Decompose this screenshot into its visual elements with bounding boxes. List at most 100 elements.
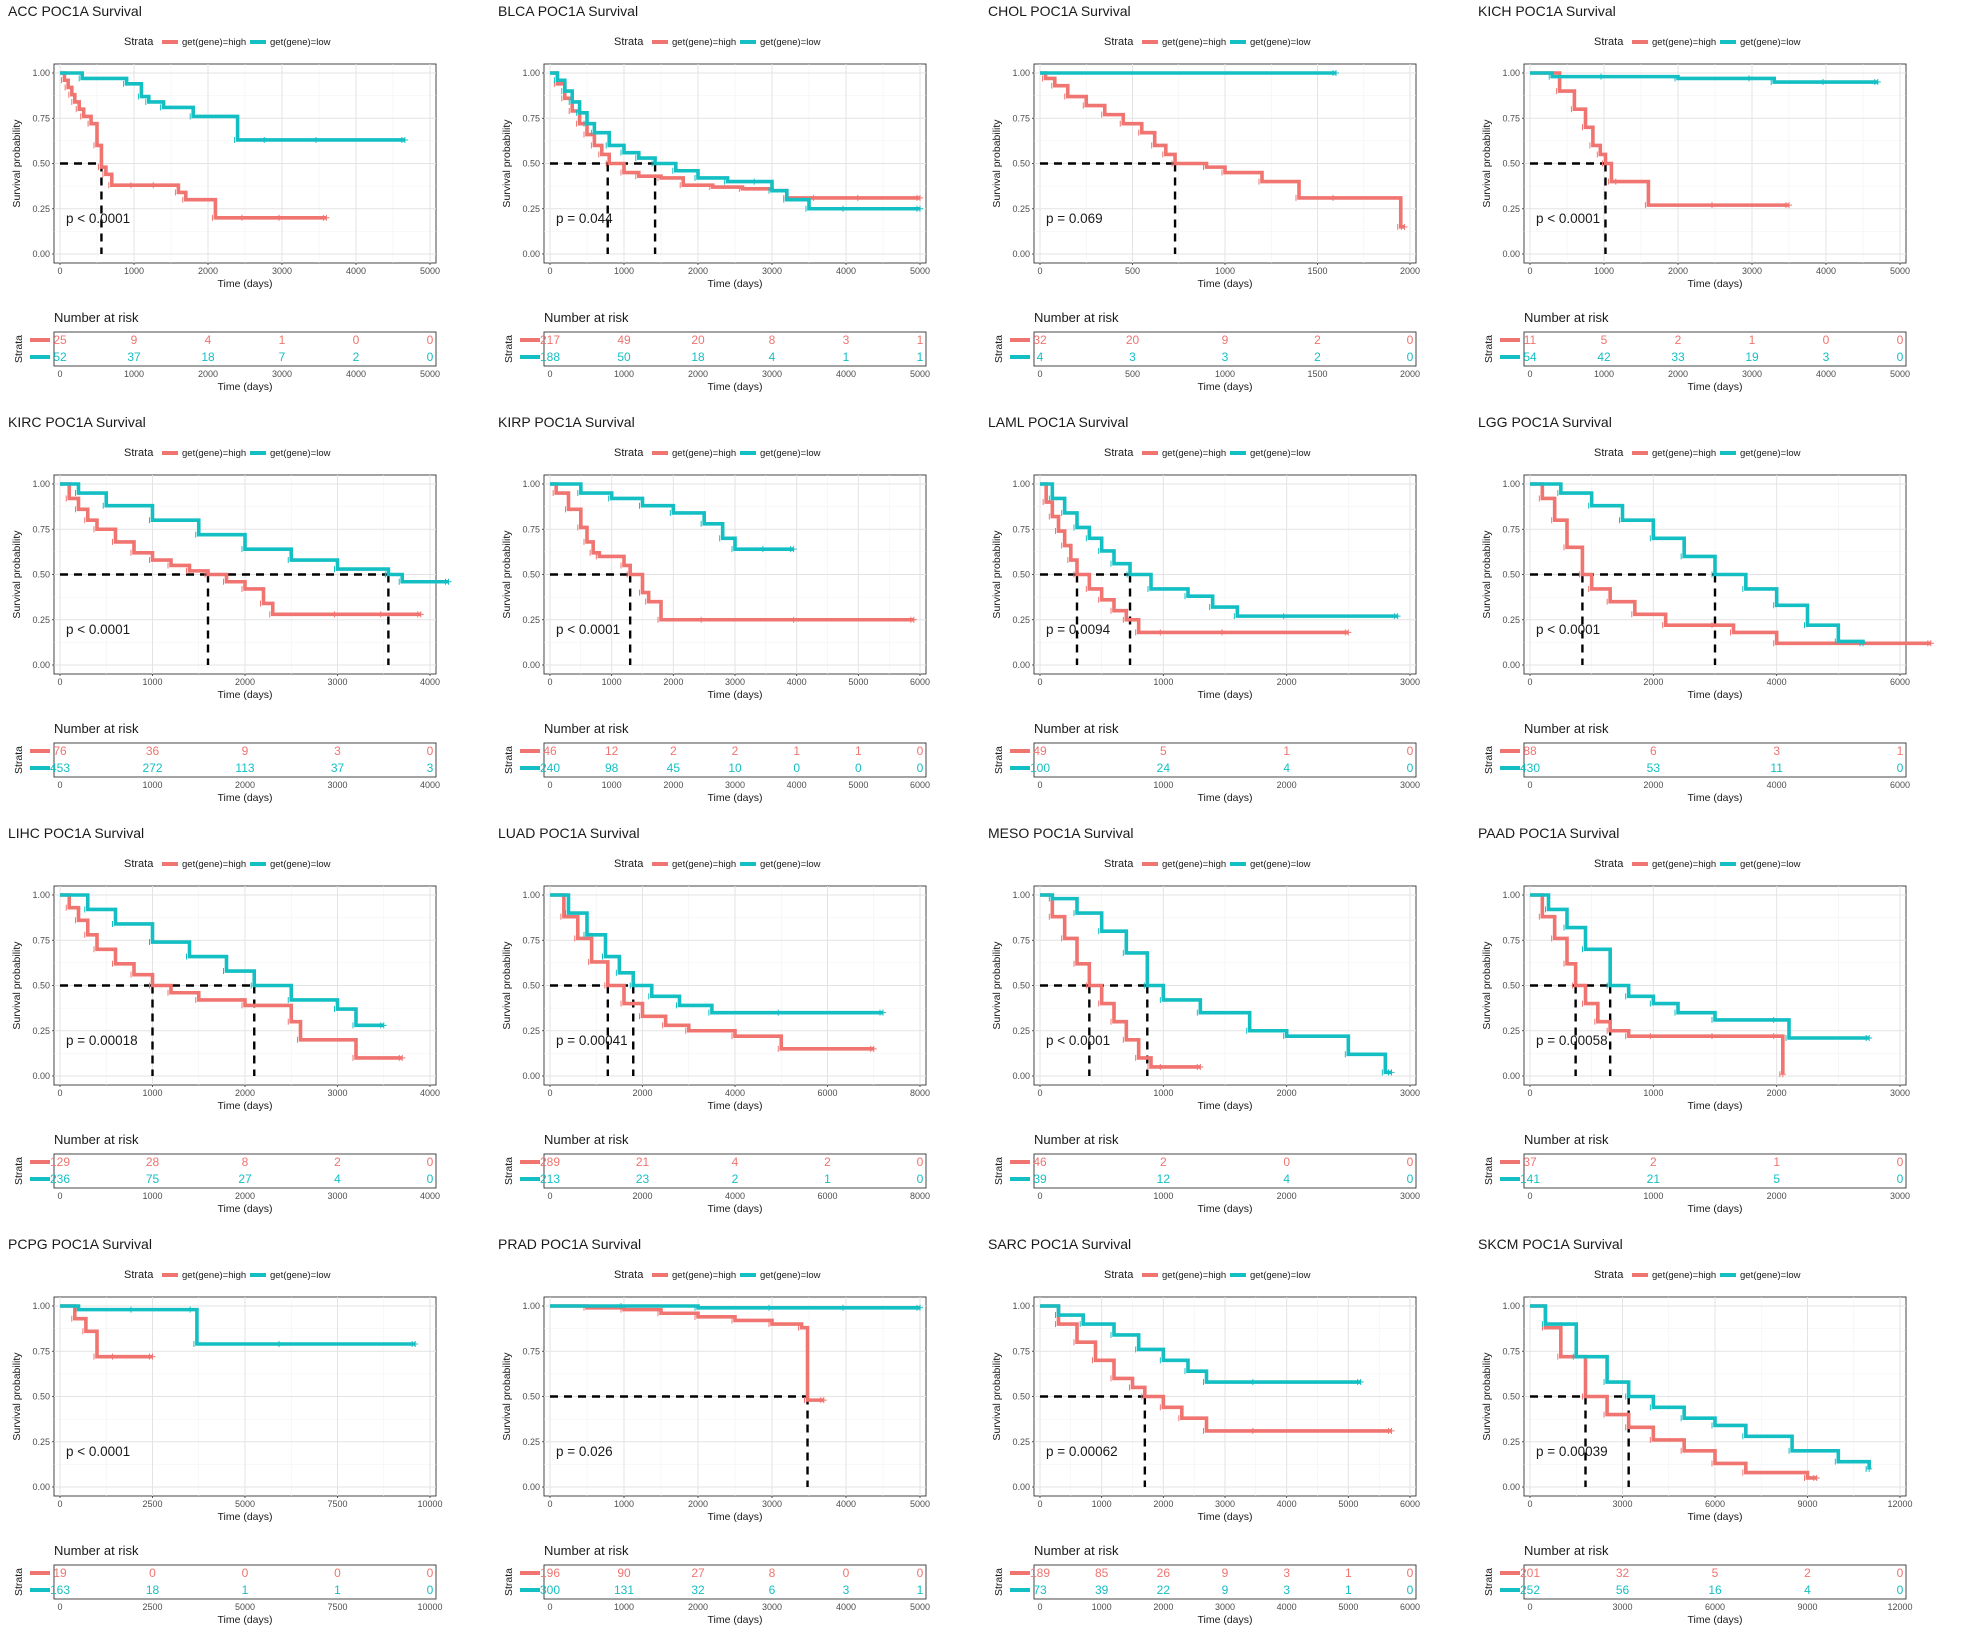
risk-count-low: 0	[855, 761, 862, 775]
legend-title: Strata	[614, 1269, 644, 1281]
x-tick-label: 2000	[1668, 266, 1688, 276]
risk-x-tick-label: 8000	[910, 1191, 930, 1201]
legend-label-high: get(gene)=high	[182, 859, 246, 870]
x-tick-label: 0	[1037, 677, 1042, 687]
risk-table-frame	[543, 1564, 927, 1600]
risk-x-tick-label: 4000	[1767, 780, 1787, 790]
x-tick-label: 4000	[725, 1088, 745, 1098]
x-tick-label: 6000	[1705, 1499, 1725, 1509]
legend-label-low: get(gene)=low	[270, 859, 331, 870]
chart-title: PRAD POC1A Survival	[498, 1236, 641, 1252]
legend: Strata get(gene)=high get(gene)=low	[124, 36, 331, 48]
km-plot-svg: ACC POC1A Survival Strata get(gene)=high ge…	[8, 3, 440, 393]
x-tick-label: 1000	[614, 266, 634, 276]
x-tick-label: 500	[1125, 266, 1140, 276]
risk-count-high: 0	[917, 744, 924, 758]
risk-x-tick-label: 1000	[124, 369, 144, 379]
survival-panel: PCPG POC1A Survival Strata get(gene)=high g…	[8, 1233, 488, 1633]
y-tick-label: 0.00	[32, 1482, 50, 1492]
km-plot-svg: KICH POC1A Survival Strata get(gene)=high g…	[1478, 3, 1910, 393]
risk-count-low: 1	[1345, 1583, 1352, 1597]
legend-label-low: get(gene)=low	[1250, 1270, 1311, 1281]
risk-x-tick-label: 3000	[327, 780, 347, 790]
risk-x-tick-label: 6000	[817, 1191, 837, 1201]
legend-label-low: get(gene)=low	[760, 37, 821, 48]
x-tick-label: 2000	[235, 677, 255, 687]
risk-x-tick-label: 0	[547, 369, 552, 379]
y-tick-label: 1.00	[522, 1301, 540, 1311]
risk-x-tick-label: 2000	[235, 780, 255, 790]
km-plot-svg: LGG POC1A Survival Strata get(gene)=high ge…	[1478, 414, 1934, 804]
survival-panel: KIRC POC1A Survival Strata get(gene)=high g…	[8, 411, 488, 811]
y-tick-label: 0.50	[522, 981, 540, 991]
risk-x-axis-label: Time (days)	[217, 792, 272, 804]
y-tick-label: 0.00	[1012, 1071, 1030, 1081]
x-tick-label: 1000	[1153, 677, 1173, 687]
legend-label-low: get(gene)=low	[1740, 37, 1801, 48]
x-tick-label: 6000	[1400, 1499, 1420, 1509]
x-axis-label: Time (days)	[1197, 1100, 1252, 1112]
censor-mark	[917, 205, 923, 212]
risk-count-high: 9	[1222, 333, 1229, 347]
y-tick-label: 0.25	[522, 204, 540, 214]
risk-table-frame	[1033, 1564, 1417, 1600]
x-tick-label: 1000	[1092, 1499, 1112, 1509]
legend: Strata get(gene)=high get(gene)=low	[614, 447, 821, 459]
y-tick-label: 1.00	[522, 68, 540, 78]
x-tick-label: 6000	[817, 1088, 837, 1098]
risk-count-high: 0	[427, 1155, 434, 1169]
risk-count-high: 1	[1283, 744, 1290, 758]
risk-x-tick-label: 2000	[235, 1191, 255, 1201]
km-curve-low	[1040, 1304, 1361, 1384]
risk-x-tick-label: 2000	[688, 1602, 708, 1612]
x-axis-label: Time (days)	[707, 1511, 762, 1523]
km-curve-low	[550, 893, 883, 1015]
censor-mark	[1779, 1071, 1786, 1078]
censor-mark	[149, 1353, 156, 1360]
chart-title: MESO POC1A Survival	[988, 825, 1134, 841]
legend-label-high: get(gene)=high	[672, 448, 736, 459]
km-plot-svg: SKCM POC1A Survival Strata get(gene)=high g…	[1478, 1236, 1913, 1626]
risk-count-high: 3	[1773, 744, 1780, 758]
x-tick-label: 1000	[142, 1088, 162, 1098]
risk-table-frame	[1033, 331, 1417, 367]
risk-x-tick-label: 2000	[1668, 369, 1688, 379]
risk-x-tick-label: 1000	[142, 1191, 162, 1201]
risk-count-low: 2	[353, 350, 360, 364]
risk-count-high: 129	[50, 1155, 70, 1169]
risk-table-title: Number at risk	[54, 1132, 139, 1147]
y-tick-label: 0.00	[522, 1482, 540, 1492]
censor-mark	[1874, 79, 1881, 86]
risk-count-low: 3	[427, 761, 434, 775]
risk-x-tick-label: 4000	[420, 780, 440, 790]
y-axis-label: Survival probability	[11, 119, 23, 208]
x-tick-label: 4000	[836, 266, 856, 276]
risk-count-high: 2	[732, 744, 739, 758]
risk-count-high: 9	[131, 333, 138, 347]
x-tick-label: 6000	[1890, 677, 1910, 687]
risk-count-low: 18	[201, 350, 215, 364]
risk-x-tick-label: 3000	[327, 1191, 347, 1201]
censor-mark	[380, 1022, 387, 1029]
x-tick-label: 1000	[614, 1499, 634, 1509]
y-tick-label: 0.00	[1502, 1071, 1520, 1081]
risk-count-low: 3	[1129, 350, 1136, 364]
x-tick-label: 3000	[725, 677, 745, 687]
km-plot-svg: PAAD POC1A Survival Strata get(gene)=high g…	[1478, 825, 1910, 1215]
legend: Strata get(gene)=high get(gene)=low	[1104, 858, 1311, 870]
risk-count-high: 37	[1523, 1155, 1537, 1169]
chart-title: KIRP POC1A Survival	[498, 414, 635, 430]
risk-count-low: 50	[617, 350, 631, 364]
x-axis-label: Time (days)	[217, 1511, 272, 1523]
risk-count-low: 2	[732, 1172, 739, 1186]
risk-count-low: 3	[1222, 350, 1229, 364]
risk-count-low: 24	[1157, 761, 1171, 775]
risk-count-high: 20	[691, 333, 705, 347]
risk-table-y-label: Strata	[993, 746, 1005, 774]
chart-title: PAAD POC1A Survival	[1478, 825, 1619, 841]
legend-label-low: get(gene)=low	[1740, 859, 1801, 870]
risk-count-high: 0	[353, 333, 360, 347]
risk-table-y-label: Strata	[503, 335, 515, 363]
risk-count-low: 188	[540, 350, 560, 364]
y-tick-label: 0.75	[1502, 113, 1520, 123]
